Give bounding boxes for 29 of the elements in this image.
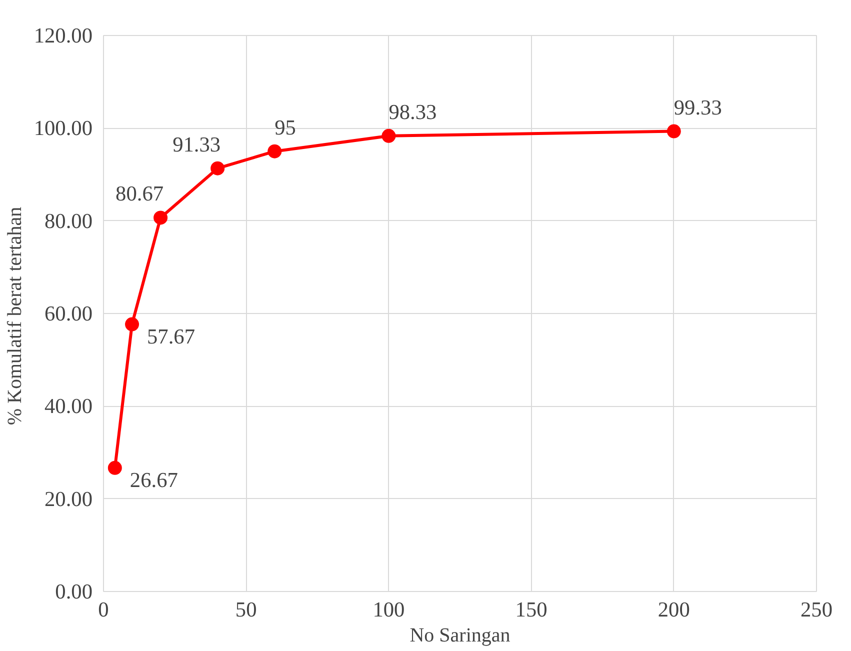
data-label: 91.33 [172, 132, 221, 156]
data-label: 98.33 [388, 100, 437, 124]
y-tick-label: 80.00 [44, 208, 93, 233]
point [154, 210, 168, 225]
y-tick-label: 100.00 [34, 116, 93, 140]
point [268, 144, 282, 158]
x-tick-label: 0 [98, 598, 109, 622]
data-label: 95 [274, 115, 296, 140]
data-label: 80.67 [116, 182, 164, 206]
y-tick-label: 120.00 [34, 24, 93, 48]
y-tick-label: 0.00 [55, 580, 93, 604]
data-label: 99.33 [674, 95, 722, 120]
point [666, 124, 681, 138]
x-tick-label: 250 [800, 598, 833, 622]
point [210, 161, 225, 176]
point [125, 317, 140, 332]
data-label: 57.67 [147, 324, 196, 348]
y-axis-title: % Komulatif berat tertahan [4, 206, 26, 426]
x-tick-label: 100 [372, 598, 405, 622]
x-tick-label: 50 [235, 598, 257, 622]
x-tick-label: 200 [658, 598, 690, 622]
y-tick-label: 60.00 [44, 302, 93, 326]
point [382, 128, 396, 143]
y-tick-label: 40.00 [44, 394, 93, 418]
x-axis-title: No Saringan [410, 624, 510, 646]
x-tick-label: 150 [515, 598, 548, 622]
data-label: 26.67 [130, 468, 178, 492]
point [108, 460, 122, 475]
y-tick-label: 20.00 [44, 486, 93, 511]
